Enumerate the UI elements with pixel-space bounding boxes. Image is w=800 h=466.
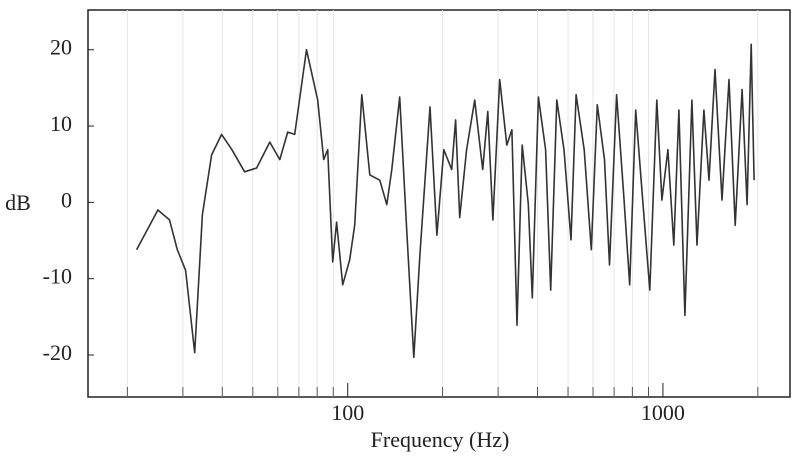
y-tick-label: -20	[43, 340, 72, 365]
y-tick-label: 10	[50, 111, 72, 136]
y-axis-label: dB	[5, 190, 31, 215]
x-tick-label: 100	[331, 400, 364, 425]
x-tick-label: 1000	[641, 400, 685, 425]
y-tick-label: -10	[43, 264, 72, 289]
x-axis-label: Frequency (Hz)	[371, 427, 510, 452]
y-tick-label: 20	[50, 35, 72, 60]
plot-frame	[87, 9, 791, 398]
y-tick-label: 0	[61, 187, 72, 212]
response-line	[135, 43, 755, 359]
